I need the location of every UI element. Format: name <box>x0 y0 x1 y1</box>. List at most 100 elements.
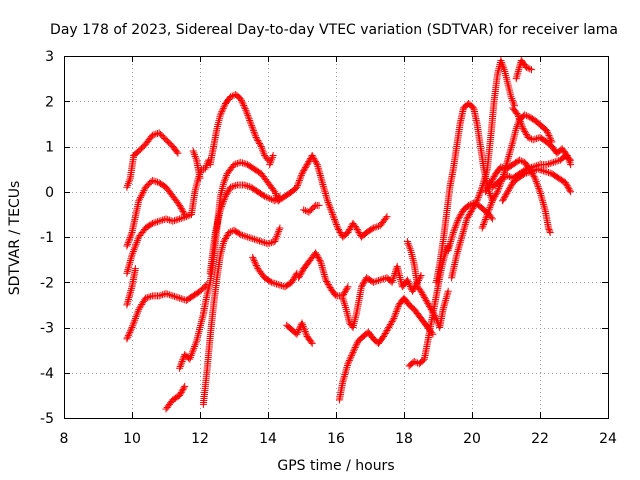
data-point <box>297 173 305 181</box>
data-point <box>325 202 333 210</box>
data-point <box>301 164 309 172</box>
chart-title: Day 178 of 2023, Sidereal Day-to-day VTE… <box>50 22 618 38</box>
data-point <box>466 209 474 217</box>
data-point <box>545 169 552 177</box>
data-point <box>336 228 344 236</box>
data-point <box>389 276 397 284</box>
data-point <box>390 273 398 281</box>
data-point <box>373 223 381 231</box>
data-point <box>203 160 211 168</box>
data-point <box>297 269 305 277</box>
data-point <box>134 307 142 315</box>
data-point <box>500 194 508 202</box>
data-point <box>562 150 570 158</box>
data-point <box>217 109 225 117</box>
data-point <box>266 239 274 247</box>
data-point <box>318 263 326 271</box>
data-point <box>252 236 260 244</box>
data-point <box>293 330 301 338</box>
data-point <box>294 182 302 190</box>
data-point <box>342 367 350 375</box>
data-point <box>405 243 413 251</box>
data-point <box>220 197 228 205</box>
data-point <box>123 299 131 307</box>
data-point <box>256 139 263 147</box>
data-point <box>171 292 178 300</box>
data-point <box>127 325 135 333</box>
data-point <box>176 391 184 399</box>
data-point <box>317 258 325 266</box>
data-point <box>545 225 553 233</box>
data-point <box>444 287 452 295</box>
y-axis-label: SDTVAR / TECUs <box>7 181 23 296</box>
data-point <box>478 224 486 232</box>
data-point <box>187 352 195 360</box>
data-point <box>341 287 349 295</box>
data-point <box>391 311 399 319</box>
data-point <box>452 222 460 230</box>
data-point <box>394 304 402 312</box>
data-point <box>465 210 473 218</box>
data-point <box>404 278 412 286</box>
data-point <box>537 191 545 199</box>
data-point <box>245 115 253 123</box>
data-point <box>531 135 539 143</box>
data-point <box>244 182 252 190</box>
data-point <box>335 227 343 235</box>
data-point <box>345 358 353 366</box>
data-point <box>386 320 394 328</box>
data-point <box>546 227 554 235</box>
data-point <box>455 213 463 221</box>
data-point <box>334 224 342 232</box>
data-point <box>516 156 524 164</box>
data-point <box>164 215 172 223</box>
data-point <box>264 194 272 202</box>
data-point <box>521 127 529 135</box>
data-point <box>546 228 554 236</box>
data-point <box>299 321 307 329</box>
data-point <box>132 313 140 321</box>
data-point <box>499 174 507 182</box>
data-point <box>348 352 356 360</box>
data-point <box>243 108 251 116</box>
data-point <box>566 186 574 194</box>
data-point <box>488 177 496 185</box>
data-point <box>342 365 350 373</box>
data-point <box>529 167 537 175</box>
data-point <box>224 188 232 196</box>
data-point <box>316 256 324 264</box>
data-point <box>294 329 302 337</box>
data-point <box>308 339 316 347</box>
series-track <box>206 181 284 277</box>
data-point <box>410 357 418 365</box>
data-point <box>548 159 556 167</box>
y-tick-label: -5 <box>40 411 54 427</box>
data-point <box>562 179 569 187</box>
data-point <box>319 181 327 189</box>
data-point <box>454 247 462 255</box>
data-point <box>444 247 452 255</box>
data-point <box>565 155 573 163</box>
data-point <box>239 100 247 108</box>
data-point <box>191 151 199 159</box>
data-point <box>296 175 304 183</box>
data-point <box>392 309 400 317</box>
data-point <box>276 281 284 289</box>
data-point <box>381 330 389 338</box>
series-track <box>283 319 316 347</box>
data-point <box>499 164 507 172</box>
data-point <box>419 356 427 364</box>
data-point <box>487 200 495 208</box>
data-point <box>125 237 133 245</box>
data-point <box>441 300 449 308</box>
data-point <box>124 181 132 189</box>
data-point <box>293 183 301 191</box>
data-point <box>152 218 160 226</box>
series-track <box>295 249 352 300</box>
data-point <box>499 62 507 70</box>
data-point <box>324 281 332 289</box>
data-point <box>486 204 494 212</box>
data-point <box>383 327 391 335</box>
data-point <box>469 204 477 212</box>
data-point <box>421 295 429 303</box>
